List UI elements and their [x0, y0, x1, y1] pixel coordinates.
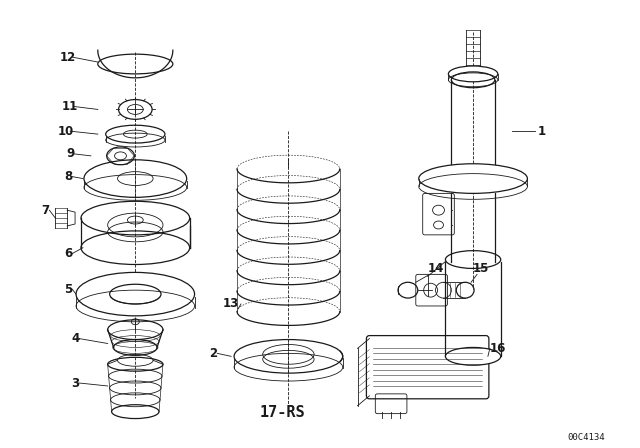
- Text: 5: 5: [64, 283, 72, 296]
- Ellipse shape: [445, 348, 500, 365]
- Text: 16: 16: [490, 342, 506, 355]
- Text: 3: 3: [71, 376, 79, 389]
- Text: 4: 4: [71, 332, 79, 345]
- Ellipse shape: [76, 272, 195, 316]
- Text: 10: 10: [58, 125, 74, 138]
- Text: 17-RS: 17-RS: [260, 405, 305, 420]
- Text: 14: 14: [428, 262, 444, 275]
- Text: 2: 2: [209, 347, 218, 360]
- Text: 00C4134: 00C4134: [568, 433, 605, 442]
- Text: 12: 12: [60, 51, 76, 64]
- Ellipse shape: [449, 66, 498, 82]
- Text: 13: 13: [223, 297, 239, 310]
- Text: 1: 1: [538, 125, 547, 138]
- Text: 11: 11: [62, 100, 78, 113]
- Ellipse shape: [419, 164, 527, 194]
- Text: 6: 6: [64, 247, 72, 260]
- Text: 7: 7: [42, 204, 49, 217]
- Text: 9: 9: [66, 147, 74, 160]
- Text: 8: 8: [64, 170, 72, 183]
- Text: 15: 15: [473, 262, 489, 275]
